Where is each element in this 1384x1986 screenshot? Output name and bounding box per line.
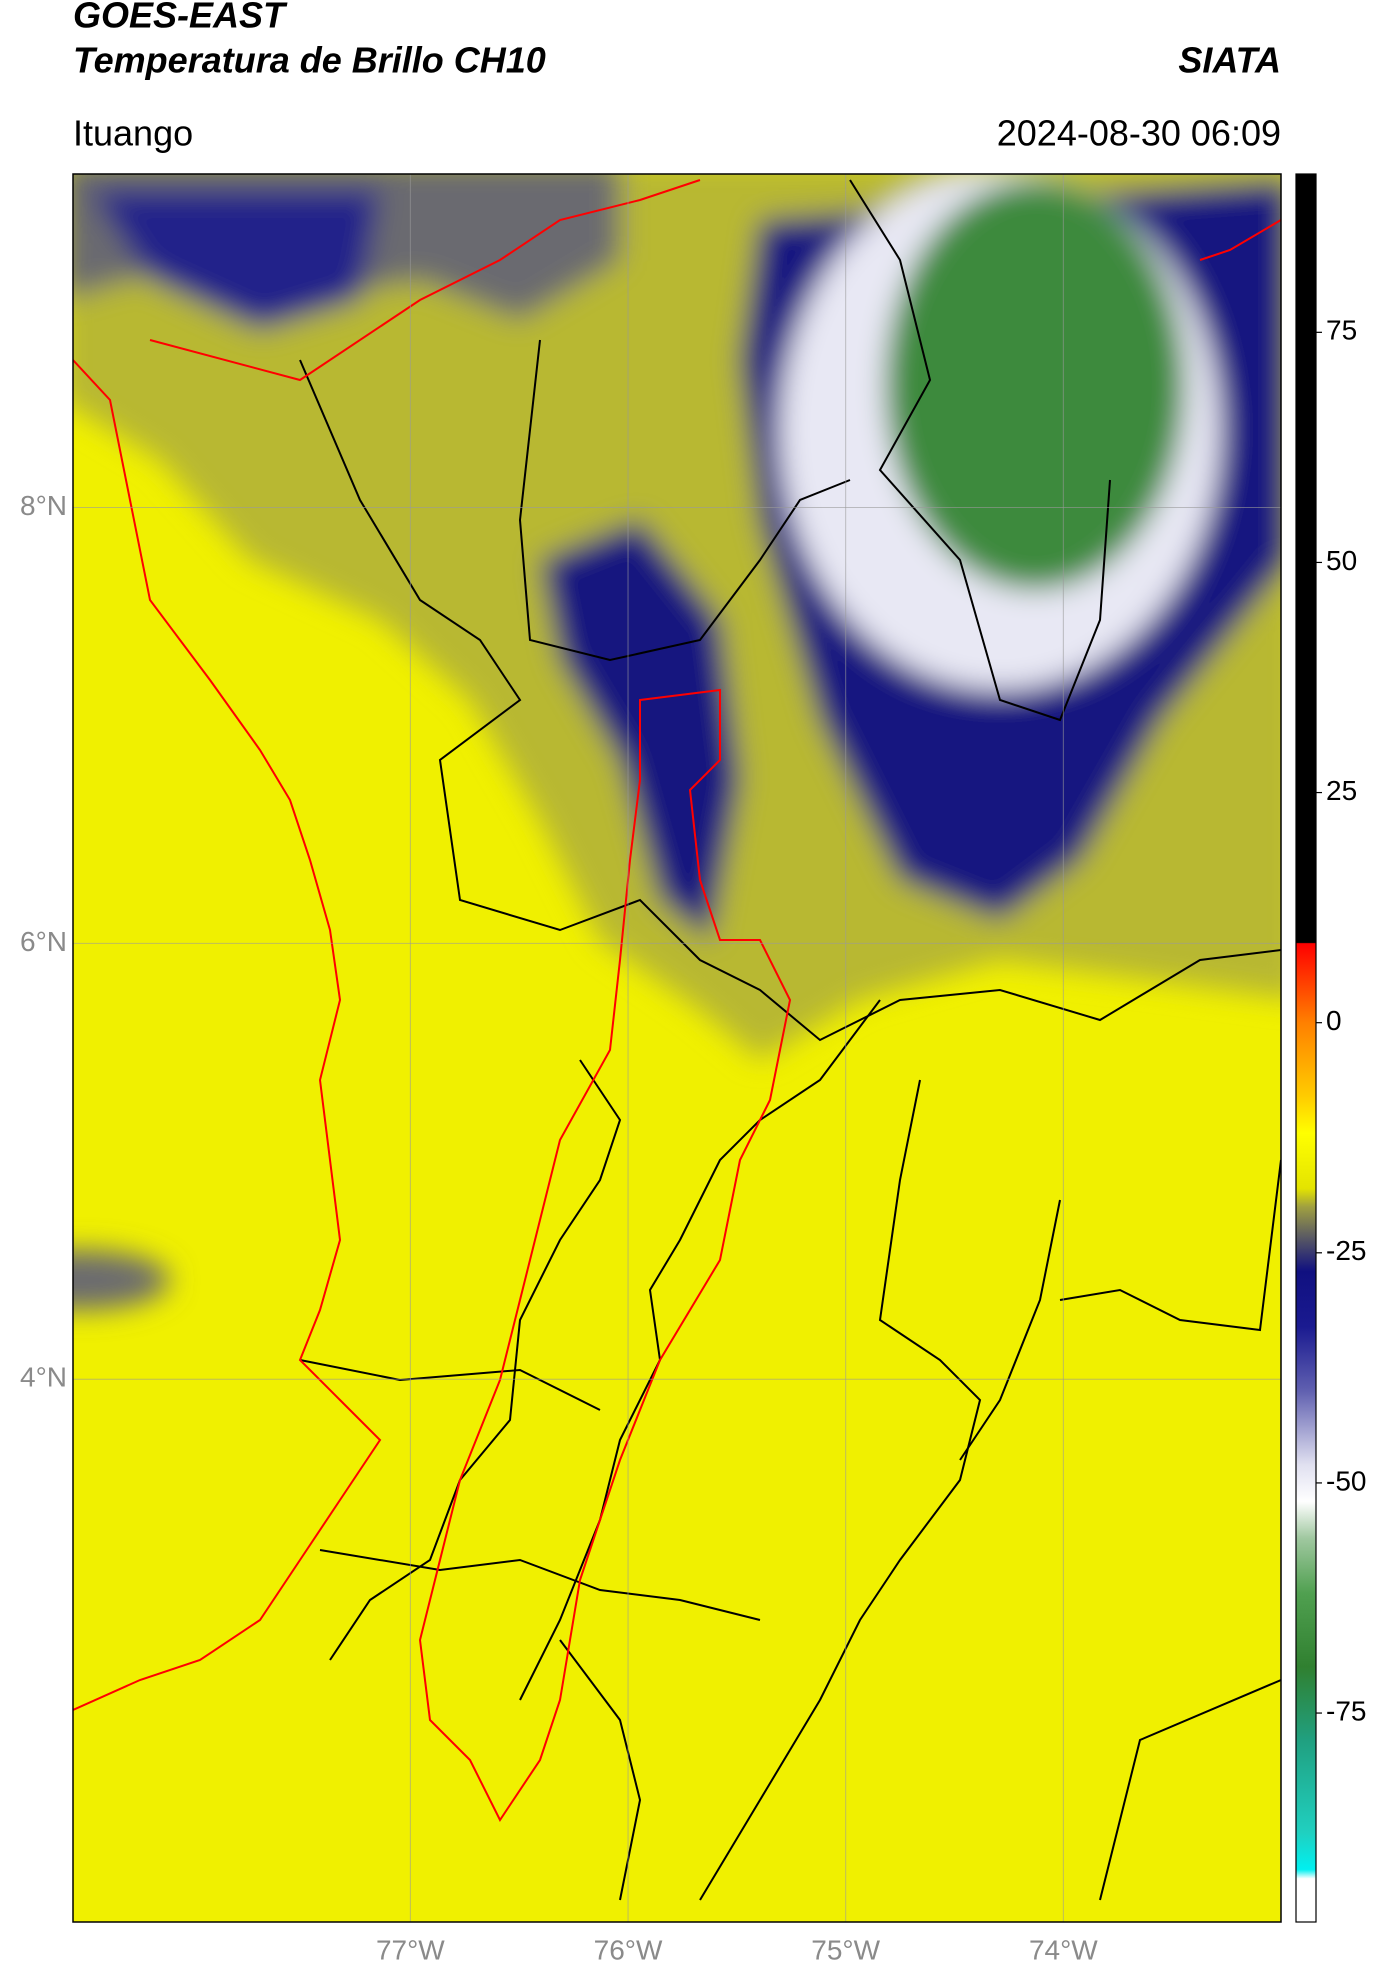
border <box>849 179 1111 722</box>
coast <box>149 179 701 382</box>
source: SIATA <box>1178 40 1281 81</box>
colorbar-tick-label: 50 <box>1326 545 1357 576</box>
border <box>519 999 881 1701</box>
cold-core <box>885 180 1185 590</box>
border <box>699 1079 982 1901</box>
colorbar-tick-label: -50 <box>1326 1465 1366 1496</box>
map-field <box>73 174 1281 1922</box>
department-outline <box>418 688 792 1822</box>
border <box>518 339 851 662</box>
colorbar-tick-label: 75 <box>1326 315 1357 346</box>
gray-area <box>73 1250 170 1310</box>
border <box>559 1639 642 1901</box>
navy-area <box>90 190 380 330</box>
x-tick-label: 77°W <box>376 1934 445 1965</box>
y-tick-label: 4°N <box>20 1362 67 1393</box>
cloud-field <box>73 174 1281 1310</box>
coast <box>73 359 382 1711</box>
border <box>1099 1679 1281 1901</box>
border <box>299 359 1281 1042</box>
colorbar-tick-label: 0 <box>1326 1005 1342 1036</box>
x-tick-label: 76°W <box>594 1934 663 1965</box>
colorbar <box>1295 173 1317 1923</box>
admin-borders <box>299 179 1281 1901</box>
x-tick-label: 74°W <box>1029 1934 1098 1965</box>
subtitle: Temperatura de Brillo CH10 <box>73 40 546 81</box>
colorbar-tick-label: -25 <box>1326 1235 1366 1266</box>
map-frame <box>72 173 1282 1923</box>
coast <box>1199 219 1281 261</box>
border <box>1059 1159 1281 1332</box>
datetime: 2024-08-30 06:09 <box>997 113 1281 154</box>
location: Ituango <box>73 113 193 154</box>
title: GOES-EAST <box>73 0 288 36</box>
grid <box>73 174 1281 1922</box>
border <box>299 1359 601 1411</box>
x-tick-label: 75°W <box>811 1934 880 1965</box>
colorbar-tick-label: 25 <box>1326 775 1357 806</box>
colorbar-tick-label: -75 <box>1326 1695 1366 1726</box>
border <box>959 1199 1061 1461</box>
y-tick-label: 6°N <box>20 926 67 957</box>
y-tick-label: 8°N <box>20 490 67 521</box>
border <box>319 1549 761 1621</box>
coastline <box>73 179 1281 1822</box>
